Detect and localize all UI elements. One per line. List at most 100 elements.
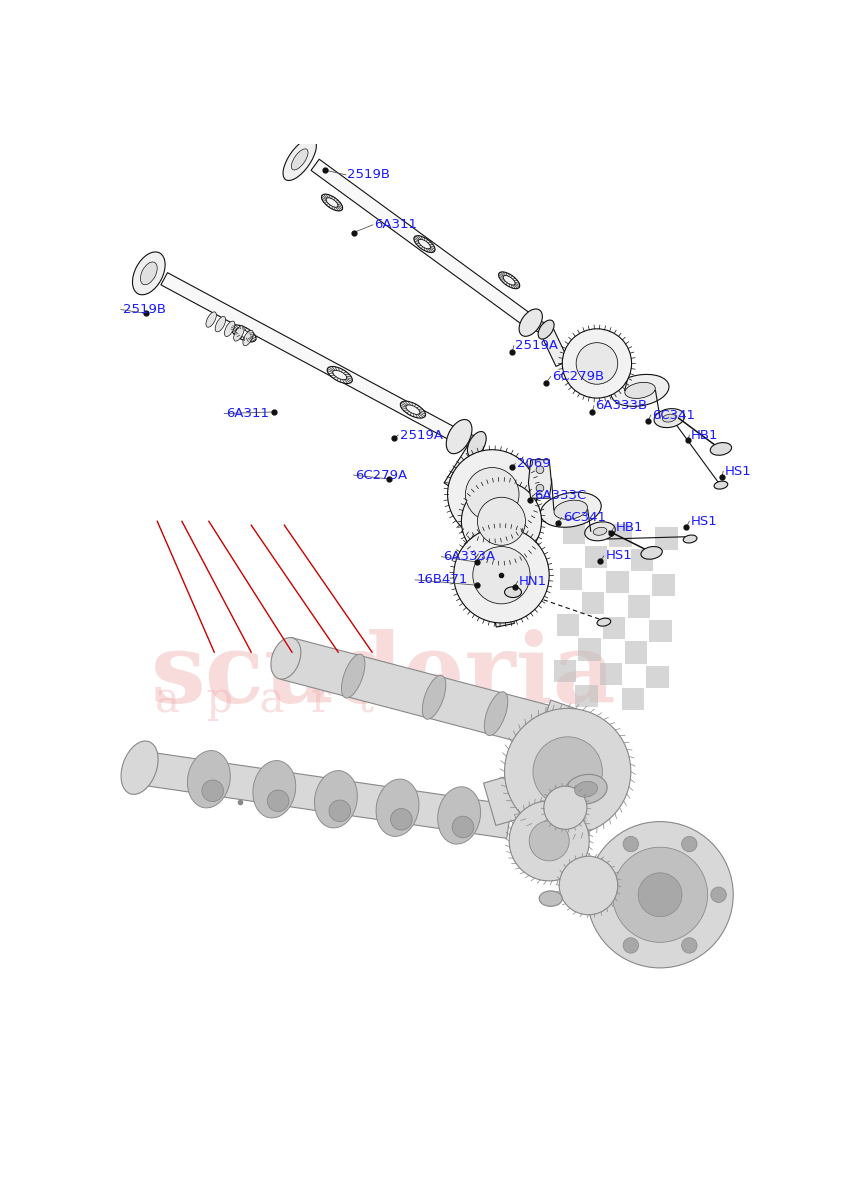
Polygon shape (280, 637, 560, 750)
Circle shape (461, 481, 541, 562)
Circle shape (504, 708, 630, 835)
Text: 6C279B: 6C279B (551, 370, 604, 383)
Ellipse shape (341, 654, 365, 698)
Ellipse shape (519, 308, 542, 336)
Polygon shape (542, 700, 576, 733)
Ellipse shape (283, 138, 316, 180)
Ellipse shape (141, 262, 157, 284)
Text: 2519A: 2519A (400, 428, 442, 442)
Bar (562, 521, 584, 544)
Ellipse shape (332, 371, 347, 379)
Ellipse shape (406, 404, 419, 414)
Ellipse shape (662, 414, 676, 422)
Circle shape (477, 497, 525, 545)
Ellipse shape (418, 239, 430, 248)
Circle shape (509, 800, 589, 881)
Text: 6A333C: 6A333C (534, 490, 586, 503)
Text: scuderia: scuderia (151, 629, 616, 724)
Ellipse shape (271, 637, 301, 679)
Ellipse shape (325, 198, 337, 208)
Ellipse shape (121, 742, 158, 794)
Circle shape (623, 937, 638, 953)
Ellipse shape (538, 320, 554, 340)
Ellipse shape (503, 276, 515, 286)
Circle shape (453, 528, 549, 623)
Polygon shape (528, 318, 546, 334)
Ellipse shape (233, 325, 244, 341)
Ellipse shape (682, 535, 696, 542)
Circle shape (710, 887, 725, 902)
Ellipse shape (553, 500, 587, 520)
Text: a  p  a  r  t  s: a p a r t s (155, 679, 422, 721)
Polygon shape (444, 440, 482, 491)
Ellipse shape (314, 770, 357, 828)
Polygon shape (492, 604, 514, 628)
Text: HS1: HS1 (690, 515, 717, 528)
Bar (556, 613, 579, 636)
Circle shape (329, 800, 350, 822)
Circle shape (535, 485, 544, 492)
Circle shape (637, 872, 682, 917)
Circle shape (465, 468, 518, 521)
Text: 6A311: 6A311 (226, 407, 268, 420)
Ellipse shape (327, 366, 352, 384)
Ellipse shape (467, 432, 486, 457)
Polygon shape (483, 775, 522, 826)
Text: HB1: HB1 (690, 428, 717, 442)
Text: 6A311: 6A311 (374, 218, 417, 232)
Ellipse shape (291, 149, 308, 170)
Bar (621, 688, 643, 710)
Text: 16B471: 16B471 (417, 574, 468, 587)
Polygon shape (539, 326, 568, 366)
Bar (624, 642, 646, 664)
Ellipse shape (596, 618, 610, 626)
Ellipse shape (710, 443, 731, 455)
Circle shape (612, 847, 707, 942)
Ellipse shape (446, 420, 471, 454)
Ellipse shape (538, 890, 561, 906)
Circle shape (544, 786, 586, 829)
Ellipse shape (215, 317, 226, 332)
Circle shape (535, 466, 544, 474)
Ellipse shape (466, 479, 517, 510)
Ellipse shape (592, 527, 606, 535)
Bar (575, 684, 597, 707)
Ellipse shape (610, 374, 668, 407)
Bar (599, 662, 622, 685)
Text: 2519B: 2519B (123, 304, 165, 316)
Circle shape (202, 780, 223, 802)
Ellipse shape (132, 252, 165, 295)
Ellipse shape (187, 750, 230, 808)
Bar (608, 524, 630, 547)
Text: HS1: HS1 (605, 550, 631, 563)
Ellipse shape (252, 761, 296, 818)
Circle shape (472, 546, 529, 604)
Ellipse shape (713, 481, 727, 490)
Circle shape (561, 329, 630, 398)
Bar (648, 620, 671, 642)
Ellipse shape (484, 691, 507, 736)
Ellipse shape (625, 383, 654, 398)
Ellipse shape (498, 272, 519, 289)
Ellipse shape (653, 409, 684, 427)
Circle shape (681, 937, 696, 953)
Text: 6A333A: 6A333A (442, 551, 494, 563)
Ellipse shape (400, 401, 425, 418)
Polygon shape (311, 160, 536, 329)
Text: HB1: HB1 (614, 521, 642, 534)
Bar (627, 595, 649, 618)
Bar (553, 660, 575, 683)
Ellipse shape (243, 330, 253, 346)
Ellipse shape (437, 787, 480, 844)
Circle shape (586, 822, 733, 968)
Bar (559, 568, 582, 590)
Polygon shape (527, 460, 551, 498)
Ellipse shape (640, 546, 661, 559)
Circle shape (593, 887, 608, 902)
Circle shape (681, 836, 696, 852)
Ellipse shape (422, 676, 446, 719)
Text: 6A333B: 6A333B (595, 400, 647, 413)
Ellipse shape (236, 329, 250, 338)
Text: 6C341: 6C341 (562, 511, 606, 524)
Polygon shape (137, 751, 511, 839)
